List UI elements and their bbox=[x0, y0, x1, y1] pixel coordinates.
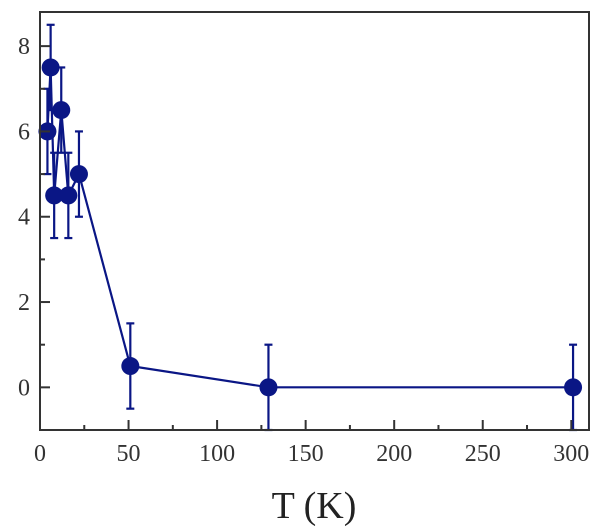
x-tick-label-1: 50 bbox=[117, 441, 141, 467]
data-point-4 bbox=[59, 186, 78, 205]
data-point-7 bbox=[259, 378, 278, 397]
data-point-3 bbox=[52, 101, 71, 120]
x-tick-label-0: 0 bbox=[34, 441, 46, 467]
x-tick-label-6: 300 bbox=[553, 441, 589, 467]
data-point-2 bbox=[45, 186, 64, 205]
y-tick-label-1: 2 bbox=[18, 290, 30, 316]
axis-ticks: 0 50 100 150 200 250 300 0 2 4 6 8 bbox=[18, 34, 589, 467]
plot-marks bbox=[38, 23, 583, 432]
x-axis-title: T (K) bbox=[272, 485, 357, 527]
data-point-5 bbox=[69, 165, 88, 184]
data-point-6 bbox=[121, 357, 140, 376]
series-line-0 bbox=[46, 67, 574, 389]
y-tick-label-4: 8 bbox=[18, 34, 30, 60]
x-tick-label-2: 100 bbox=[199, 441, 235, 467]
y-tick-label-0: 0 bbox=[18, 375, 30, 401]
y-tick-label-2: 4 bbox=[18, 205, 30, 231]
x-tick-label-4: 200 bbox=[376, 441, 412, 467]
y-tick-label-3: 6 bbox=[18, 119, 30, 145]
data-point-8 bbox=[564, 378, 583, 397]
x-tick-label-3: 150 bbox=[288, 441, 324, 467]
plot-frame bbox=[39, 11, 590, 431]
x-tick-label-5: 250 bbox=[465, 441, 501, 467]
data-point-1 bbox=[41, 58, 60, 77]
